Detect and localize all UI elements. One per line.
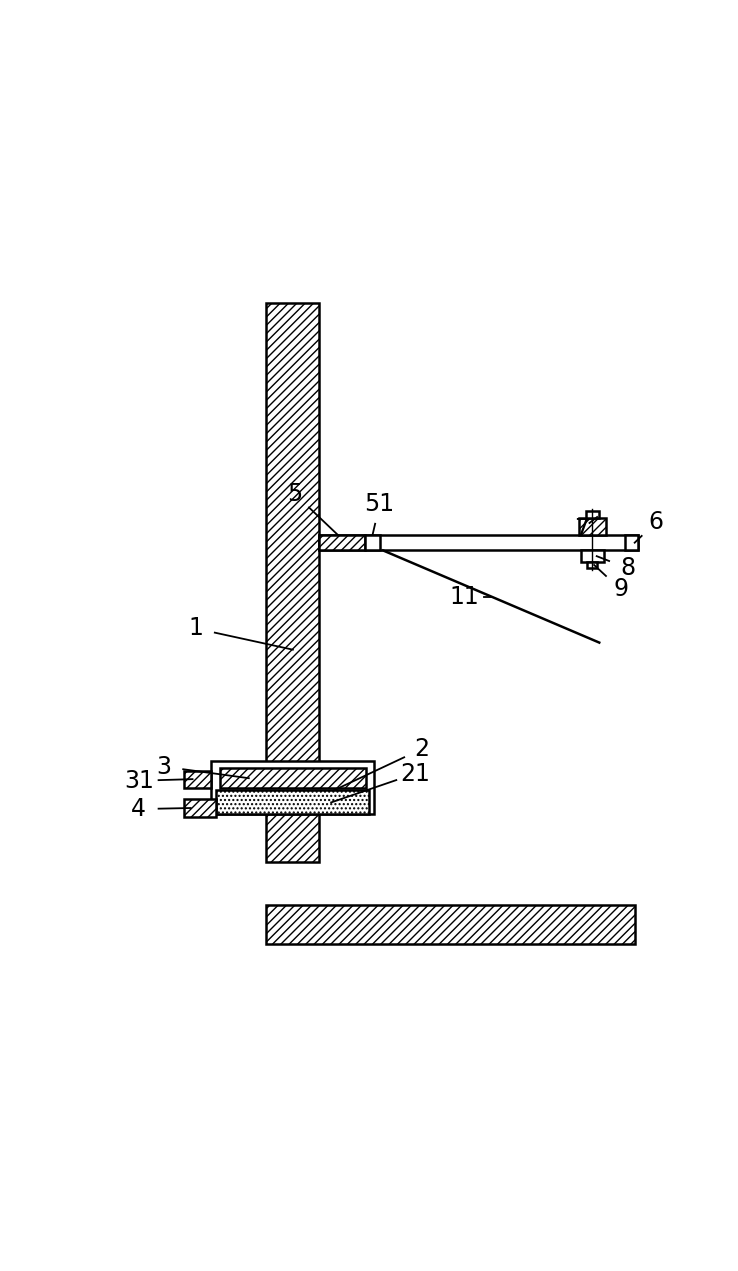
Text: 8: 8 [620, 557, 635, 580]
Bar [184, 770, 211, 788]
Text: 7: 7 [574, 517, 589, 541]
Text: 11: 11 [449, 585, 480, 609]
Text: 1: 1 [188, 616, 203, 641]
Bar [586, 511, 599, 517]
Text: 9: 9 [613, 577, 628, 601]
Bar [211, 761, 374, 815]
Bar [320, 535, 365, 550]
Bar [581, 550, 604, 562]
Bar [579, 517, 606, 535]
Bar [320, 535, 638, 550]
Text: 21: 21 [400, 761, 430, 785]
Bar [219, 768, 366, 788]
Text: 2: 2 [415, 737, 430, 761]
Bar [266, 302, 320, 862]
Bar [184, 798, 215, 817]
Text: 3: 3 [156, 755, 171, 779]
Text: 5: 5 [287, 482, 303, 506]
Bar [626, 535, 638, 550]
Bar [266, 905, 635, 943]
Bar [216, 791, 370, 815]
Bar [365, 535, 379, 550]
Bar [587, 562, 597, 568]
Text: 31: 31 [124, 769, 154, 793]
Text: 6: 6 [649, 510, 663, 534]
Text: 51: 51 [365, 492, 395, 516]
Text: 4: 4 [131, 797, 146, 821]
